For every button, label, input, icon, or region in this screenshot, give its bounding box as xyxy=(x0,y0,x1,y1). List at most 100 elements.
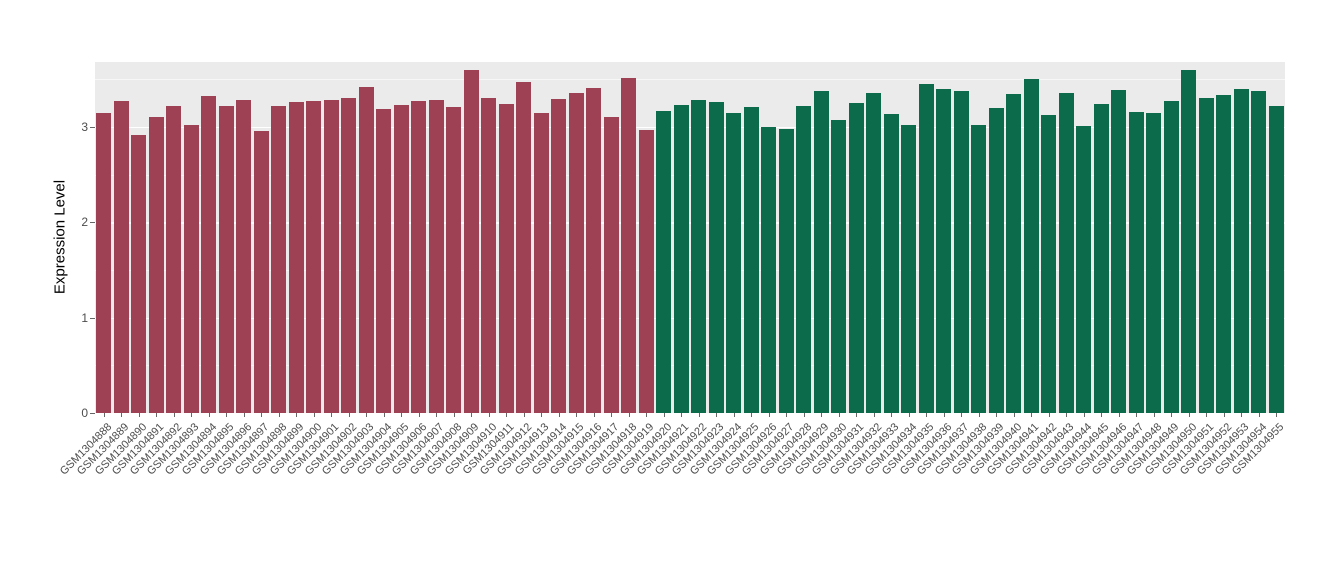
y-tick-label: 2 xyxy=(81,215,88,230)
x-tick-mark xyxy=(926,413,928,417)
x-tick-mark xyxy=(751,413,753,417)
bar xyxy=(323,100,339,413)
x-tick-mark xyxy=(173,413,175,417)
x-tick-mark xyxy=(383,413,385,417)
x-tick-mark xyxy=(348,413,350,417)
x-tick-mark xyxy=(821,413,823,417)
x-tick-mark xyxy=(873,413,875,417)
x-tick-mark xyxy=(1031,413,1033,417)
x-tick-mark xyxy=(803,413,805,417)
x-tick-mark xyxy=(663,413,665,417)
x-tick-mark xyxy=(506,413,508,417)
x-tick-mark xyxy=(646,413,648,417)
bar xyxy=(831,120,847,413)
bar xyxy=(936,88,952,413)
bar xyxy=(796,105,812,413)
bar xyxy=(446,106,462,413)
y-tick-label: 3 xyxy=(81,119,88,134)
bar xyxy=(1111,89,1127,413)
bar xyxy=(1076,125,1092,413)
y-tick-mark xyxy=(90,413,95,414)
bar xyxy=(516,82,532,413)
bar xyxy=(708,102,724,413)
x-tick-mark xyxy=(208,413,210,417)
y-tick-mark xyxy=(90,317,95,319)
bar xyxy=(743,106,759,413)
x-tick-mark xyxy=(296,413,298,417)
bar xyxy=(236,100,252,413)
gridline-major xyxy=(95,222,1285,224)
bar xyxy=(201,96,217,413)
bar xyxy=(813,90,829,413)
x-tick-mark xyxy=(978,413,980,417)
bar xyxy=(96,112,112,413)
x-tick-mark xyxy=(786,413,788,417)
x-tick-mark xyxy=(138,413,140,417)
x-tick-mark xyxy=(943,413,945,417)
bar xyxy=(883,113,899,413)
x-tick-mark xyxy=(593,413,595,417)
x-tick-mark xyxy=(716,413,718,417)
bar xyxy=(918,83,934,413)
bar xyxy=(288,102,304,413)
gridline-minor xyxy=(95,269,1285,271)
x-tick-mark xyxy=(366,413,368,417)
bar xyxy=(761,126,777,413)
x-tick-mark xyxy=(418,413,420,417)
bar xyxy=(393,104,409,413)
bar xyxy=(341,98,357,413)
x-tick-mark xyxy=(313,413,315,417)
x-tick-mark xyxy=(488,413,490,417)
bar xyxy=(726,112,742,413)
bar xyxy=(183,124,199,413)
x-tick-mark xyxy=(278,413,280,417)
bar xyxy=(148,117,164,413)
y-axis-title: Expression Level xyxy=(51,179,69,295)
x-tick-mark xyxy=(1136,413,1138,417)
bar xyxy=(638,129,654,413)
bar xyxy=(113,101,129,413)
bar xyxy=(1146,112,1162,413)
x-tick-mark xyxy=(541,413,543,417)
x-tick-mark xyxy=(1258,413,1260,417)
x-tick-mark xyxy=(436,413,438,417)
x-tick-mark xyxy=(523,413,525,417)
gridline-major xyxy=(95,126,1285,129)
x-tick-mark xyxy=(1118,413,1120,417)
x-tick-mark xyxy=(856,413,858,417)
y-tick-mark xyxy=(90,126,95,128)
bar xyxy=(271,105,287,413)
x-tick-mark xyxy=(103,413,105,417)
gridline-major xyxy=(95,317,1285,320)
x-tick-mark xyxy=(331,413,333,417)
bar xyxy=(533,112,549,413)
x-tick-mark xyxy=(1101,413,1103,417)
bar xyxy=(1181,69,1197,413)
bar xyxy=(1041,115,1057,413)
bar xyxy=(463,69,479,413)
bar xyxy=(1023,79,1039,413)
x-tick-mark xyxy=(226,413,228,417)
x-tick-mark xyxy=(1083,413,1085,417)
x-tick-mark xyxy=(243,413,245,417)
x-tick-mark xyxy=(1276,413,1278,417)
bar xyxy=(568,93,584,413)
x-tick-mark xyxy=(576,413,578,417)
x-tick-mark xyxy=(471,413,473,417)
bar xyxy=(551,99,567,413)
bar xyxy=(988,107,1004,413)
x-tick-mark xyxy=(1188,413,1190,417)
x-tick-mark xyxy=(733,413,735,417)
bar xyxy=(498,103,514,413)
gridline-minor xyxy=(95,79,1285,81)
bar xyxy=(953,90,969,413)
x-tick-mark xyxy=(1066,413,1068,417)
bar xyxy=(1128,111,1144,413)
x-tick-mark xyxy=(1013,413,1015,417)
x-tick-mark xyxy=(681,413,683,417)
bar xyxy=(1216,95,1232,413)
x-tick-mark xyxy=(891,413,893,417)
bar xyxy=(691,100,707,413)
x-tick-mark xyxy=(628,413,630,417)
